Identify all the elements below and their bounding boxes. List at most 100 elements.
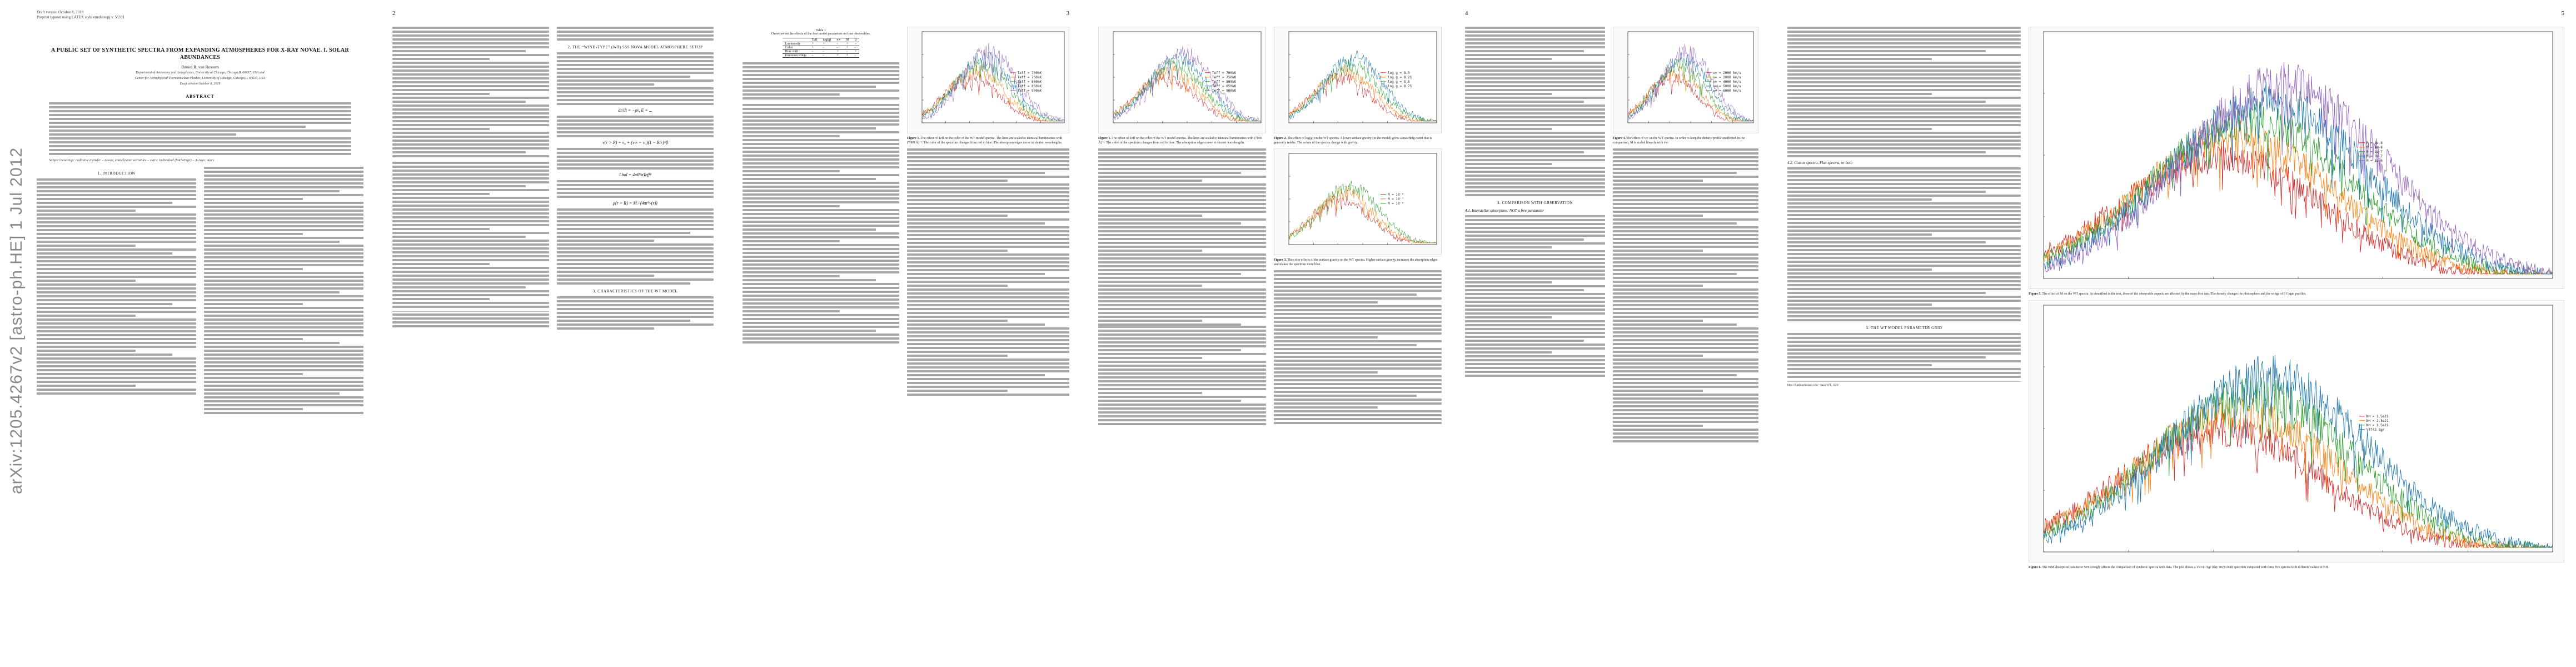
text-line [1274,309,1442,311]
text-line [1613,362,1758,365]
text-line [1465,143,1605,146]
text-line [392,255,549,257]
text-line [1613,394,1758,396]
text-line [1274,364,1442,366]
text-line [1465,77,1605,79]
text-line [1098,172,1241,174]
text-line [1465,242,1605,245]
text-line [1787,333,2021,335]
text-line [1787,249,2021,251]
text-line [392,50,526,52]
table-cell: - [809,53,820,58]
text-line [1465,359,1605,361]
text-line [204,206,363,208]
text-line [557,224,714,226]
text-line [392,278,549,281]
text-line [1787,54,2021,56]
text-line [392,240,549,242]
text-line [1274,395,1417,397]
table-cell: + [809,46,820,50]
legend-label: log g = 8.75 [1388,84,1412,88]
paper-title: A PUBLIC SET OF SYNTHETIC SPECTRA FROM E… [51,47,349,61]
text-line [743,193,899,196]
text-line [907,234,1069,236]
text-line [1613,257,1758,260]
text-line [1098,261,1266,263]
text-line [1787,124,2021,126]
section-intro-heading: 1. INTRODUCTION [97,171,136,176]
text-line [1274,278,1442,280]
text-line [37,330,196,332]
text-line [37,252,172,255]
legend-label: v∞ = 3000 km/s [1713,76,1741,79]
text-line [1613,370,1758,372]
text-line [907,288,1069,291]
text-line [392,73,549,76]
text-line [1098,372,1266,375]
text-line [1613,425,1703,427]
text-line [1787,341,2021,343]
legend-label: log g = 8.25 [1388,76,1412,79]
table-header-cell: log(g) [820,38,834,42]
text-line [1613,230,1758,232]
text-line [1613,386,1758,388]
text-line [392,306,549,308]
text-line [1465,34,1605,37]
text-line [1098,242,1266,244]
spectrum-series [1288,72,1437,122]
text-line [907,238,1069,240]
text-line [743,275,840,277]
text-line [204,283,363,286]
text-line [743,244,899,246]
body-text [557,148,714,170]
text-line [1613,339,1758,341]
text-line [557,83,654,86]
text-line [1787,296,2021,298]
text-line [1787,171,2021,173]
table-cell: - [851,42,860,46]
text-line [1613,183,1758,186]
text-line [907,269,1069,271]
text-line [557,271,714,273]
text-line [392,294,549,296]
text-line [37,210,136,212]
footnote [392,311,549,327]
text-line [1465,219,1605,221]
text-line [743,221,899,223]
text-line [37,241,196,243]
text-line [557,156,714,158]
text-line [1098,388,1266,390]
text-line [204,334,363,336]
text-line [1098,207,1266,209]
text-line [1787,261,2021,263]
text-line [1787,69,2021,72]
text-line [204,295,363,297]
text-line [392,220,549,222]
text-line [37,295,196,297]
equation-2: v(r > R) = v₀ + (v∞ − v₀)(1 − R/r)^β [602,140,669,145]
text-line [1465,223,1605,225]
text-line [907,218,1069,221]
text-line [204,385,363,387]
text-line [37,198,196,200]
text-line [1787,210,2021,212]
plot-frame [2043,305,2553,552]
text-line [1787,93,1932,95]
text-line [204,357,363,360]
text-line [557,180,714,182]
table-cell: - [843,49,852,54]
text-line [37,233,196,235]
text-line [1465,46,1605,48]
body-text [1465,215,1605,377]
text-line [37,350,136,352]
text-line [743,123,899,126]
text-line [204,354,363,356]
table-cell: Luminosity [782,42,809,46]
table-cell: Color [782,46,809,50]
text-line [1613,152,1758,155]
text-line [1465,136,1605,138]
text-line [557,103,714,105]
figure-4-caption: Figure 4. The effect of v∞ on the WT spe… [1613,137,1745,145]
